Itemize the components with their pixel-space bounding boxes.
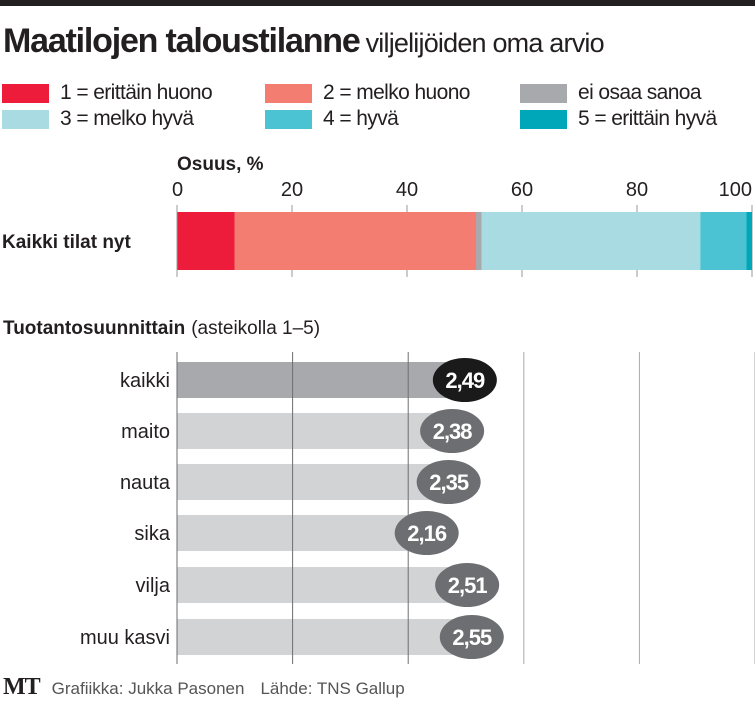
category-label: muu kasvi [80,627,170,649]
x-tick-label: 80 [626,179,648,201]
legend-item: 4 = hyvä [265,107,399,130]
legend-item: 1 = erittäin huono [2,81,213,104]
bar-segment [476,212,482,270]
graphics-credit: Grafiikka: Jukka Pasonen [51,679,245,698]
category-label: kaikki [120,370,170,392]
bar-segment [481,212,701,270]
x-tick-label: 60 [511,179,533,201]
legend-label: 1 = erittäin huono [60,81,213,104]
x-tick-label: 0 [172,179,183,201]
category-label: vilja [136,575,171,597]
x-tick-label: 100 [719,179,752,201]
bar [177,362,465,398]
bar [177,567,468,603]
legend-label: 3 = melko hyvä [60,107,194,130]
bar [177,464,449,500]
value-badge [435,563,500,607]
stacked-bar-chart: Osuus, % 0 20 40 60 80 100 Kaikki tilat nyt [2,154,753,277]
value-badge [394,511,459,555]
legend-item: 5 = erittäin hyvä [520,107,717,130]
section-title: Tuotantosuunnittain [3,318,185,339]
bar [177,413,453,449]
bar-segment [700,212,747,270]
section-note: (asteikolla 1–5) [191,318,320,339]
value-badge [420,409,485,453]
mt-logo: MT [3,674,41,700]
production-bar-chart: Tuotantosuunnittain (asteikolla 1–5) kaikk… [3,318,755,664]
title-subtitle: viljelijöiden oma arvio [365,28,605,58]
legend-item: 2 = melko huono [265,81,470,104]
source-credit: Lähde: TNS Gallup [260,679,405,698]
data-label: 2,55 [452,625,492,650]
legend-item: 3 = melko hyvä [2,107,194,130]
bar [177,515,427,551]
chart-title: Tuotantosuunnittain (asteikolla 1–5) [3,318,320,339]
legend-item: ei osaa sanoa [520,81,702,104]
data-label: 2,35 [429,470,469,495]
category-label: nauta [120,472,171,494]
category-label: Kaikki tilat nyt [2,232,131,253]
legend-swatch [2,83,49,103]
bar-segment [177,212,235,270]
legend-swatch [265,83,312,103]
category-label: maito [121,421,170,443]
data-label: 2,49 [445,368,485,393]
legend-label: 4 = hyvä [323,107,399,130]
value-badge [432,358,497,402]
x-tick-label: 40 [396,179,418,201]
value-badge [416,460,481,504]
value-badge [439,615,504,659]
title-main: Maatilojen taloustilanne [3,22,361,60]
data-label: 2,51 [448,573,488,598]
category-label: sika [134,523,170,545]
bar-segment [746,212,752,270]
chart-title: Maatilojen taloustilanne viljelijöiden om… [3,22,605,61]
x-tick-label: 20 [281,179,303,201]
legend-swatch [265,109,312,129]
legend-swatch [520,83,567,103]
x-axis-label: Osuus, % [177,154,264,175]
legend-label: 2 = melko huono [323,81,470,104]
top-rule [0,0,755,6]
footer: MT Grafiikka: Jukka Pasonen Lähde: TNS G… [3,674,421,701]
legend-label: 5 = erittäin hyvä [578,107,717,130]
data-label: 2,38 [433,419,473,444]
bar [177,619,472,655]
bar-segment [234,212,476,270]
legend-label: ei osaa sanoa [578,81,702,104]
legend-swatch [520,109,567,129]
data-label: 2,16 [407,521,447,546]
legend-swatch [2,109,49,129]
